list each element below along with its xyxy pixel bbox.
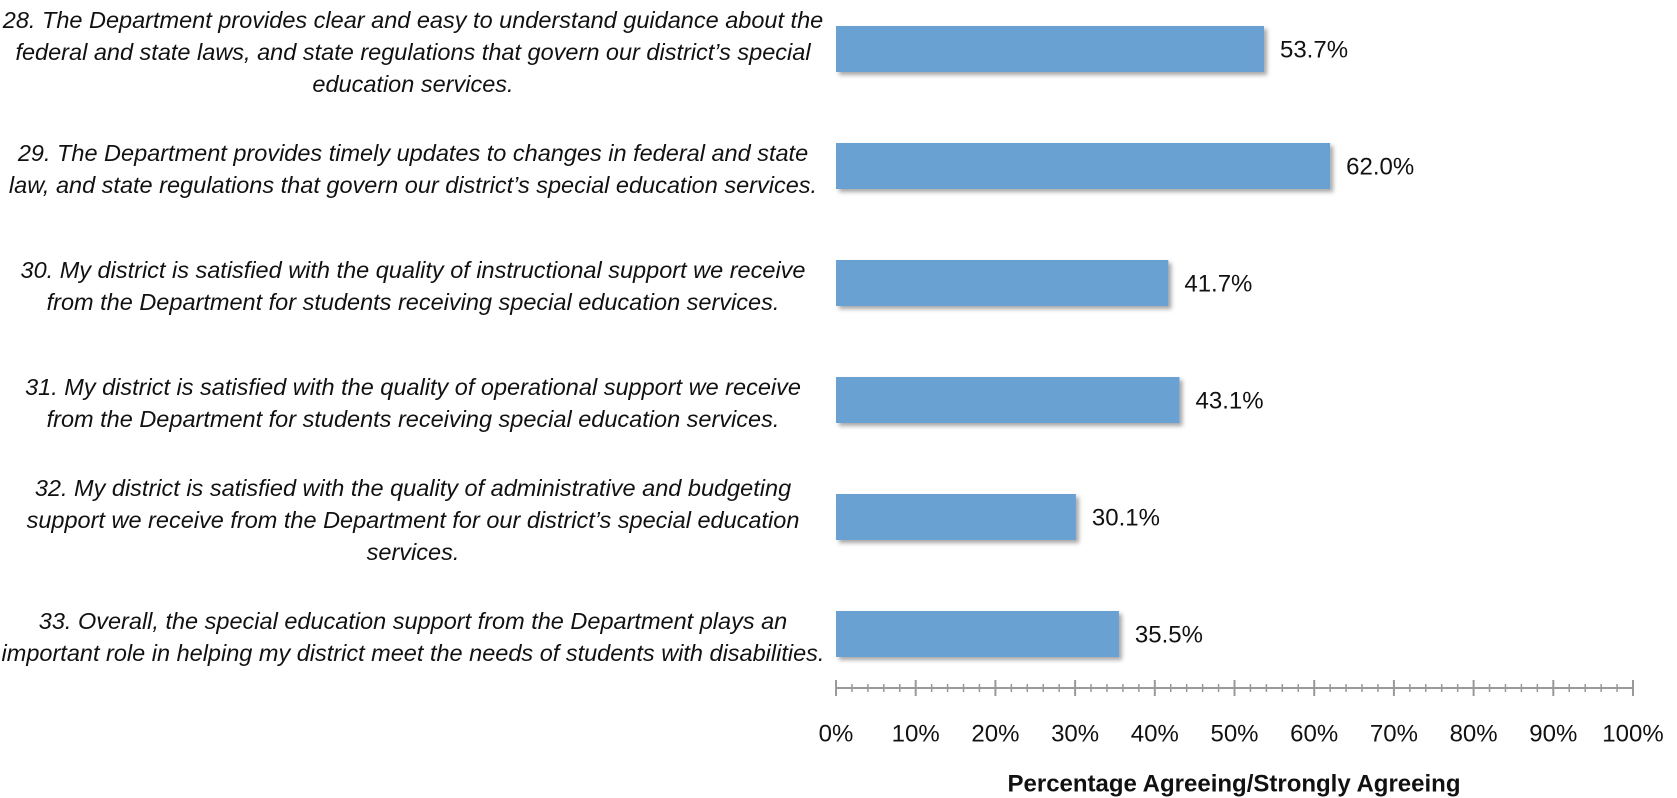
bar [836, 494, 1076, 540]
bar [836, 26, 1264, 72]
x-tick-label: 60% [1290, 720, 1338, 747]
value-label: 43.1% [1196, 387, 1264, 414]
value-label: 35.5% [1135, 621, 1203, 648]
x-tick-label: 40% [1131, 720, 1179, 747]
x-tick-label: 50% [1210, 720, 1258, 747]
bar [836, 611, 1119, 657]
value-label: 62.0% [1346, 153, 1414, 180]
category-label: 28. The Department provides clear and ea… [2, 7, 824, 97]
x-tick-label: 90% [1529, 720, 1577, 747]
x-tick-label: 30% [1051, 720, 1099, 747]
x-axis-title: Percentage Agreeing/Strongly Agreeing [1008, 770, 1461, 797]
x-tick-label: 10% [892, 720, 940, 747]
category-label: 30. My district is satisfied with the qu… [20, 257, 806, 315]
bar [836, 143, 1331, 189]
value-label: 30.1% [1092, 504, 1160, 531]
category-label: 29. The Department provides timely updat… [8, 140, 818, 198]
category-label: 32. My district is satisfied with the qu… [26, 475, 800, 565]
category-label: 33. Overall, the special education suppo… [1, 608, 825, 666]
x-tick-label: 100% [1602, 720, 1663, 747]
category-label: 31. My district is satisfied with the qu… [25, 374, 801, 432]
x-tick-label: 0% [819, 720, 854, 747]
x-tick-label: 80% [1450, 720, 1498, 747]
bar [836, 377, 1180, 423]
value-label: 41.7% [1184, 270, 1252, 297]
x-tick-label: 20% [971, 720, 1019, 747]
value-label: 53.7% [1280, 36, 1348, 63]
x-tick-label: 70% [1370, 720, 1418, 747]
bar [836, 260, 1169, 306]
